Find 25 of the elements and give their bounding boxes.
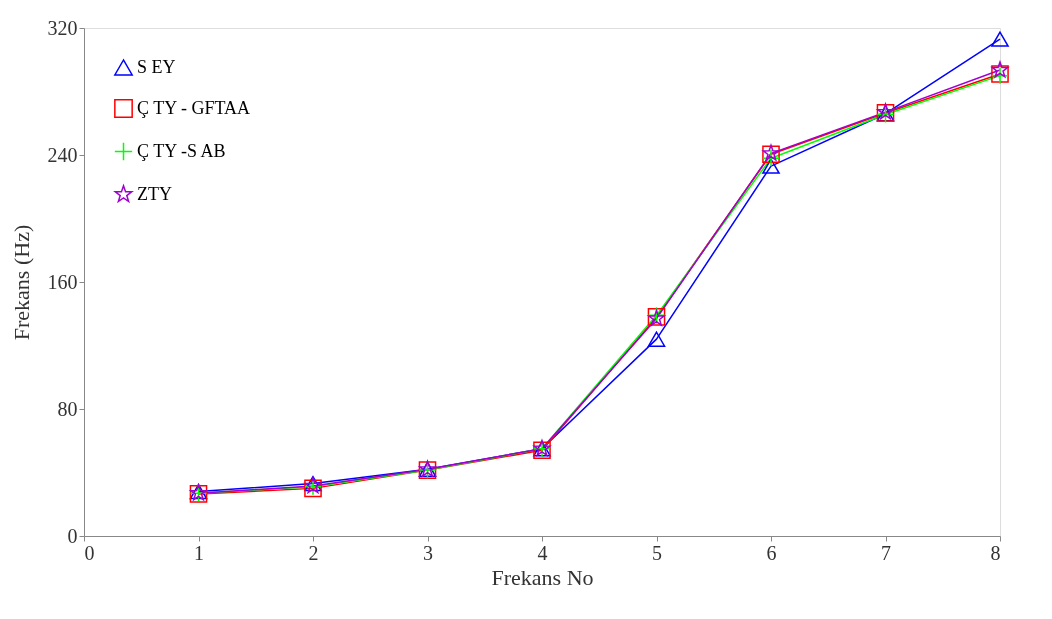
legend-label: Ç TY - GFTAA	[137, 97, 251, 118]
x-tick-label: 4	[537, 541, 548, 564]
x-tick-label: 8	[990, 541, 1001, 564]
y-tick-label: 160	[47, 270, 78, 293]
x-tick-label: 2	[308, 541, 319, 564]
y-tick-label: 80	[57, 397, 78, 420]
x-tick-label: 6	[766, 541, 777, 564]
x-tick-label: 1	[194, 541, 204, 564]
point	[647, 331, 666, 347]
point	[762, 149, 780, 167]
x-tick-label: 0	[84, 541, 95, 564]
legend-label: S EY	[137, 56, 176, 77]
x-tick-label: 5	[652, 541, 662, 564]
legend-label: Ç TY -S AB	[137, 140, 226, 161]
x-axis-title: Frekans No	[491, 564, 594, 590]
x-tick-label: 7	[881, 541, 891, 564]
point	[991, 31, 1009, 47]
y-tick-label: 320	[47, 16, 78, 39]
x-tick-label: 3	[423, 541, 433, 564]
legend-label: ZTY	[137, 183, 172, 204]
point	[762, 158, 780, 174]
point	[991, 61, 1009, 78]
y-tick-label: 0	[67, 524, 78, 547]
y-axis-title: Frekans (Hz)	[8, 224, 34, 341]
y-tick-label: 240	[47, 143, 78, 166]
